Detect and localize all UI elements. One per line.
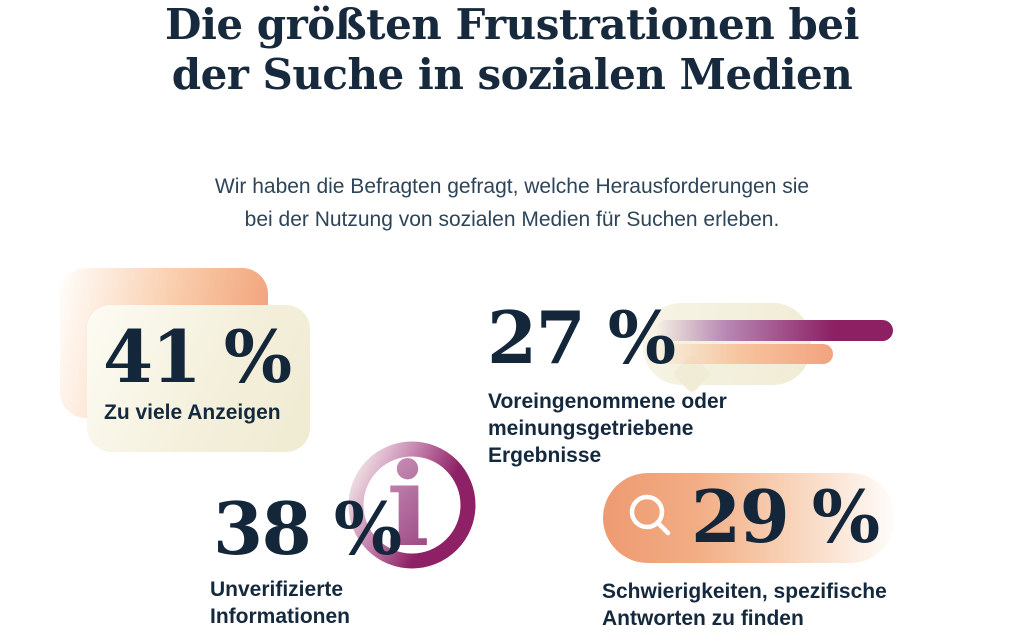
- page-title-line-2: der Suche in sozialen Medien: [171, 50, 853, 99]
- stat-label-unverified: Unverifizierte Informationen: [210, 578, 350, 628]
- search-icon: [629, 494, 671, 536]
- page-title-line-1: Die größten Frustrationen bei: [165, 0, 859, 49]
- info-glyph: i: [386, 438, 429, 572]
- stat-label-biased: Voreingenommene oder meinungsgetriebene …: [488, 390, 727, 467]
- info-circle-icon: i: [348, 438, 476, 572]
- stat-label-answers: Schwierigkeiten, spezifische Antworten z…: [602, 580, 887, 630]
- stat-value-biased: 27 %: [487, 295, 676, 380]
- page-subtitle: Wir haben die Befragten gefragt, welche …: [0, 170, 1024, 236]
- opinion-bar-orange: [655, 344, 833, 364]
- stat-value-answers: 29 %: [691, 474, 880, 559]
- stat-card-ads: [87, 305, 310, 452]
- page-subtitle-line-2: bei der Nutzung von sozialen Medien für …: [244, 208, 780, 231]
- stat-value-ads: 41 %: [103, 314, 292, 399]
- page-title: Die größten Frustrationen bei der Suche …: [0, 0, 1024, 100]
- opinion-bar-purple: [655, 320, 893, 341]
- stat-value-unverified: 38 %: [213, 486, 402, 571]
- search-pill-icon: [603, 473, 895, 563]
- page-subtitle-line-1: Wir haben die Befragten gefragt, welche …: [214, 175, 810, 198]
- info-circle-ring: [348, 441, 476, 569]
- stat-label-ads: Zu viele Anzeigen: [104, 401, 281, 424]
